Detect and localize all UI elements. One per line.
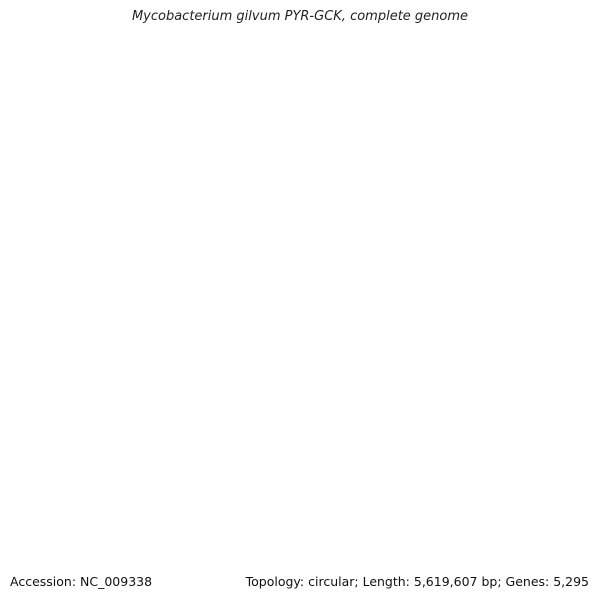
genome-summary-text: Topology: circular; Length: 5,619,607 bp… — [245, 574, 589, 589]
map-title: Mycobacterium gilvum PYR-GCK, complete g… — [131, 9, 469, 24]
accession-text: Accession: NC_009338 — [10, 574, 153, 589]
